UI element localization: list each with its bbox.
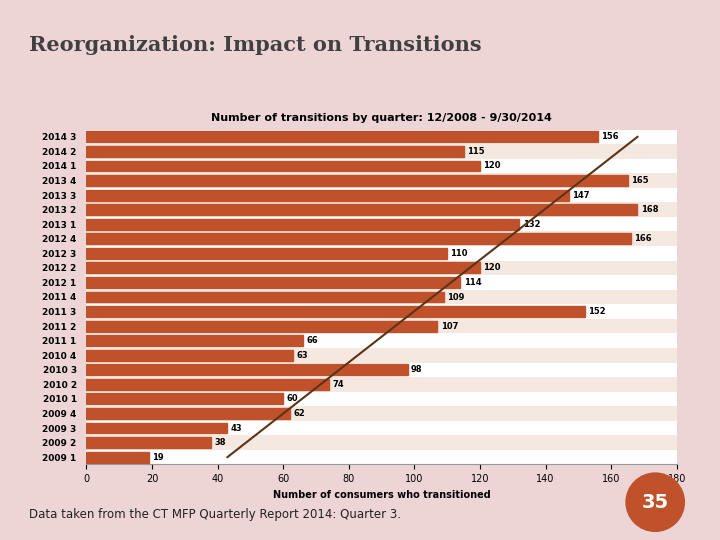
Bar: [86, 159, 677, 173]
Bar: [86, 130, 677, 144]
Bar: [86, 290, 677, 304]
Title: Number of transitions by quarter: 12/2008 - 9/30/2014: Number of transitions by quarter: 12/200…: [211, 113, 552, 123]
Bar: [86, 277, 460, 288]
Bar: [86, 232, 677, 246]
Bar: [86, 333, 677, 348]
Bar: [86, 348, 677, 362]
Bar: [86, 306, 585, 317]
Bar: [86, 335, 303, 346]
Text: 166: 166: [634, 234, 652, 244]
Text: 110: 110: [451, 249, 468, 258]
Bar: [86, 190, 569, 200]
Bar: [86, 275, 677, 290]
Bar: [86, 173, 677, 188]
Text: 147: 147: [572, 191, 590, 200]
Bar: [86, 146, 464, 157]
Bar: [86, 219, 519, 230]
Bar: [86, 144, 677, 159]
Text: 74: 74: [333, 380, 344, 389]
Text: 152: 152: [588, 307, 606, 316]
Text: 43: 43: [230, 423, 243, 433]
Text: 109: 109: [447, 293, 464, 301]
Text: 168: 168: [641, 205, 658, 214]
Bar: [86, 406, 677, 421]
Text: 114: 114: [464, 278, 481, 287]
Bar: [86, 246, 677, 261]
Circle shape: [626, 473, 685, 531]
Text: 156: 156: [601, 132, 619, 141]
Bar: [86, 304, 677, 319]
Text: 19: 19: [152, 453, 163, 462]
Bar: [86, 435, 677, 450]
Bar: [86, 321, 437, 332]
Bar: [86, 160, 480, 172]
Text: 63: 63: [297, 350, 308, 360]
Bar: [86, 204, 637, 215]
Bar: [86, 350, 293, 361]
Bar: [86, 437, 211, 448]
Bar: [86, 377, 677, 392]
Bar: [86, 217, 677, 232]
Bar: [86, 233, 631, 244]
Text: 120: 120: [483, 264, 501, 272]
Bar: [86, 421, 677, 435]
Bar: [86, 248, 447, 259]
Bar: [86, 319, 677, 333]
Text: 107: 107: [441, 322, 458, 330]
Text: Reorganization: Impact on Transitions: Reorganization: Impact on Transitions: [29, 35, 482, 55]
Text: 115: 115: [467, 147, 485, 156]
X-axis label: Number of consumers who transitioned: Number of consumers who transitioned: [273, 490, 490, 500]
Bar: [86, 379, 329, 390]
Bar: [86, 175, 628, 186]
Text: 165: 165: [631, 176, 649, 185]
Text: 38: 38: [215, 438, 226, 447]
Bar: [86, 392, 677, 406]
Text: 66: 66: [306, 336, 318, 345]
Bar: [86, 422, 228, 434]
Bar: [86, 261, 677, 275]
Bar: [86, 408, 289, 419]
Text: 98: 98: [411, 365, 423, 374]
Bar: [86, 450, 677, 464]
Bar: [86, 364, 408, 375]
Text: 132: 132: [523, 220, 540, 229]
Bar: [86, 131, 598, 143]
Bar: [86, 202, 677, 217]
Bar: [86, 292, 444, 302]
Bar: [86, 188, 677, 202]
Text: 120: 120: [483, 161, 501, 171]
Bar: [86, 394, 283, 404]
Bar: [86, 451, 149, 463]
Text: 60: 60: [287, 394, 298, 403]
Bar: [86, 362, 677, 377]
Text: 35: 35: [642, 492, 669, 512]
Text: Data taken from the CT MFP Quarterly Report 2014: Quarter 3.: Data taken from the CT MFP Quarterly Rep…: [29, 508, 401, 521]
Text: 62: 62: [293, 409, 305, 418]
Bar: [86, 262, 480, 273]
